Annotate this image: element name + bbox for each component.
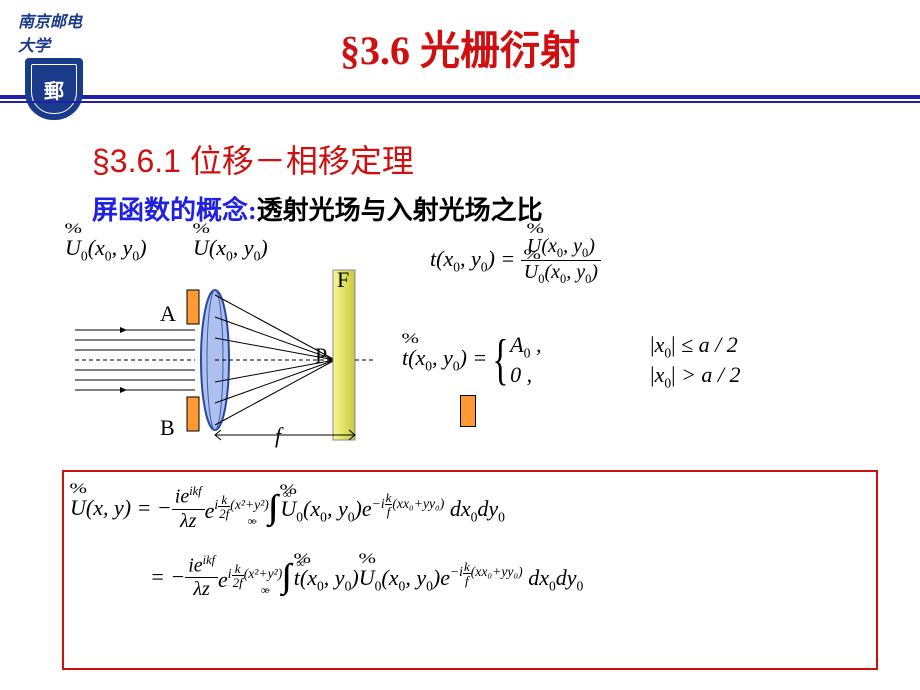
eq-transmission: t(x0, y0) = U(x0, y0) U0(x0, y0) <box>430 235 601 287</box>
subtitle-concept: 屏函数的概念: <box>92 196 257 225</box>
subtitle: 屏函数的概念:透射光场与入射光场之比 <box>92 190 543 227</box>
formula-line2: = − ieikf λz eik2f(x²+y²) ∫∫∞−∞ t(x0, y0… <box>150 553 870 602</box>
label-B: B <box>160 415 175 441</box>
section-number: §3.6.1 <box>92 143 181 179</box>
section-name: 位移－相移定理 <box>190 143 414 179</box>
section-title: §3.6.1 位移－相移定理 <box>92 136 414 182</box>
logo-shield-icon: 郵 <box>44 75 64 104</box>
eq-piecewise: t(x0, y0) = { A0 ,|x0| ≤ a / 2 0 ,|x0| >… <box>402 330 741 390</box>
formula-box: U(x, y) = − ieikf λz eik2f(x²+y²) ∫∫∞−∞ … <box>62 470 878 670</box>
aperture-marker-icon <box>460 395 476 427</box>
eq2-lhs: t(x0, y0) = <box>402 345 487 374</box>
header: 南京邮电大学 郵 §3.6 光栅衍射 <box>0 0 920 99</box>
diagram-svg <box>65 235 375 455</box>
subtitle-desc: 透射光场与入射光场之比 <box>257 196 543 225</box>
label-P: P <box>315 343 327 369</box>
label-A: A <box>160 301 176 327</box>
label-F: F <box>337 267 349 293</box>
label-f: f <box>275 423 281 449</box>
optics-diagram: U0(x0, y0) U(x0, y0) A B F P f <box>65 235 375 455</box>
label-U: U(x0, y0) <box>193 235 268 264</box>
formula-line1: U(x, y) = − ieikf λz eik2f(x²+y²) ∫∫∞−∞ … <box>70 484 870 533</box>
eq1-lhs: t(x0, y0) = <box>430 246 521 271</box>
page-title: §3.6 光栅衍射 <box>0 18 920 76</box>
label-U0: U0(x0, y0) <box>65 235 147 264</box>
